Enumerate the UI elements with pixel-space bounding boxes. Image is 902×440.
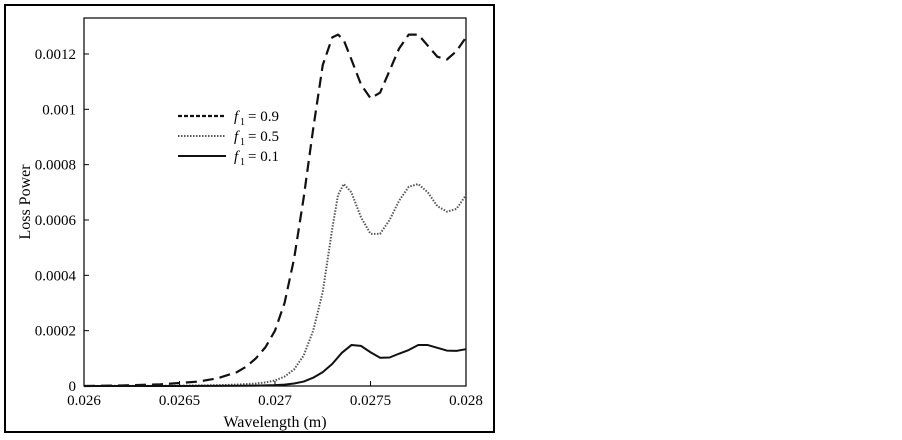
series-line-dotted xyxy=(83,183,467,387)
y-tick-label: 0.0006 xyxy=(35,213,77,229)
series-layer xyxy=(83,33,467,388)
x-tick-label: 0.0265 xyxy=(159,393,200,409)
y-axis-ticks: 0 0.0002 0.0004 0.0006 0.0008 0.001 0.0012 xyxy=(35,47,89,395)
x-tick-label: 0.026 xyxy=(67,393,101,409)
y-tick-label: 0 xyxy=(69,379,77,395)
legend-symbol: f xyxy=(234,109,240,125)
x-axis-ticks: 0.026 0.0265 0.027 0.0275 0.028 xyxy=(67,381,483,409)
y-tick-label: 0.0002 xyxy=(35,324,76,340)
series-line-solid xyxy=(83,344,467,387)
x-tick-label: 0.027 xyxy=(258,393,292,409)
plot-area: 0.026 0.0265 0.027 0.0275 0.028 0 0.0002 0.000… xyxy=(35,17,483,409)
y-tick-label: 0.0012 xyxy=(35,47,76,63)
legend-symbol: f xyxy=(234,149,240,165)
line-chart: 0.026 0.0265 0.027 0.0275 0.028 0 0.0002 0.000… xyxy=(17,17,483,431)
y-tick-label: 0.001 xyxy=(42,102,76,118)
legend-entry-label: = 0.9 xyxy=(248,109,279,125)
y-tick-label: 0.0004 xyxy=(35,268,77,284)
legend-entry-label: = 0.1 xyxy=(248,149,279,165)
x-axis-label: Wavelength (m) xyxy=(223,414,326,431)
legend-subscript: 1 xyxy=(240,117,245,128)
y-axis-label: Loss Power xyxy=(17,164,34,240)
figure-frame: 0.026 0.0265 0.027 0.0275 0.028 0 0.0002 0.000… xyxy=(4,4,495,433)
legend-symbol: f xyxy=(234,129,240,145)
legend-subscript: 1 xyxy=(240,137,245,148)
y-tick-label: 0.0008 xyxy=(35,158,76,174)
legend: f 1 = 0.9f 1 = 0.5f 1 = 0.1 xyxy=(178,109,279,168)
legend-entry-label: = 0.5 xyxy=(248,129,279,145)
x-tick-label: 0.028 xyxy=(449,393,483,409)
series-line-dashed xyxy=(83,33,467,388)
legend-subscript: 1 xyxy=(240,157,245,168)
x-tick-label: 0.0275 xyxy=(350,393,391,409)
